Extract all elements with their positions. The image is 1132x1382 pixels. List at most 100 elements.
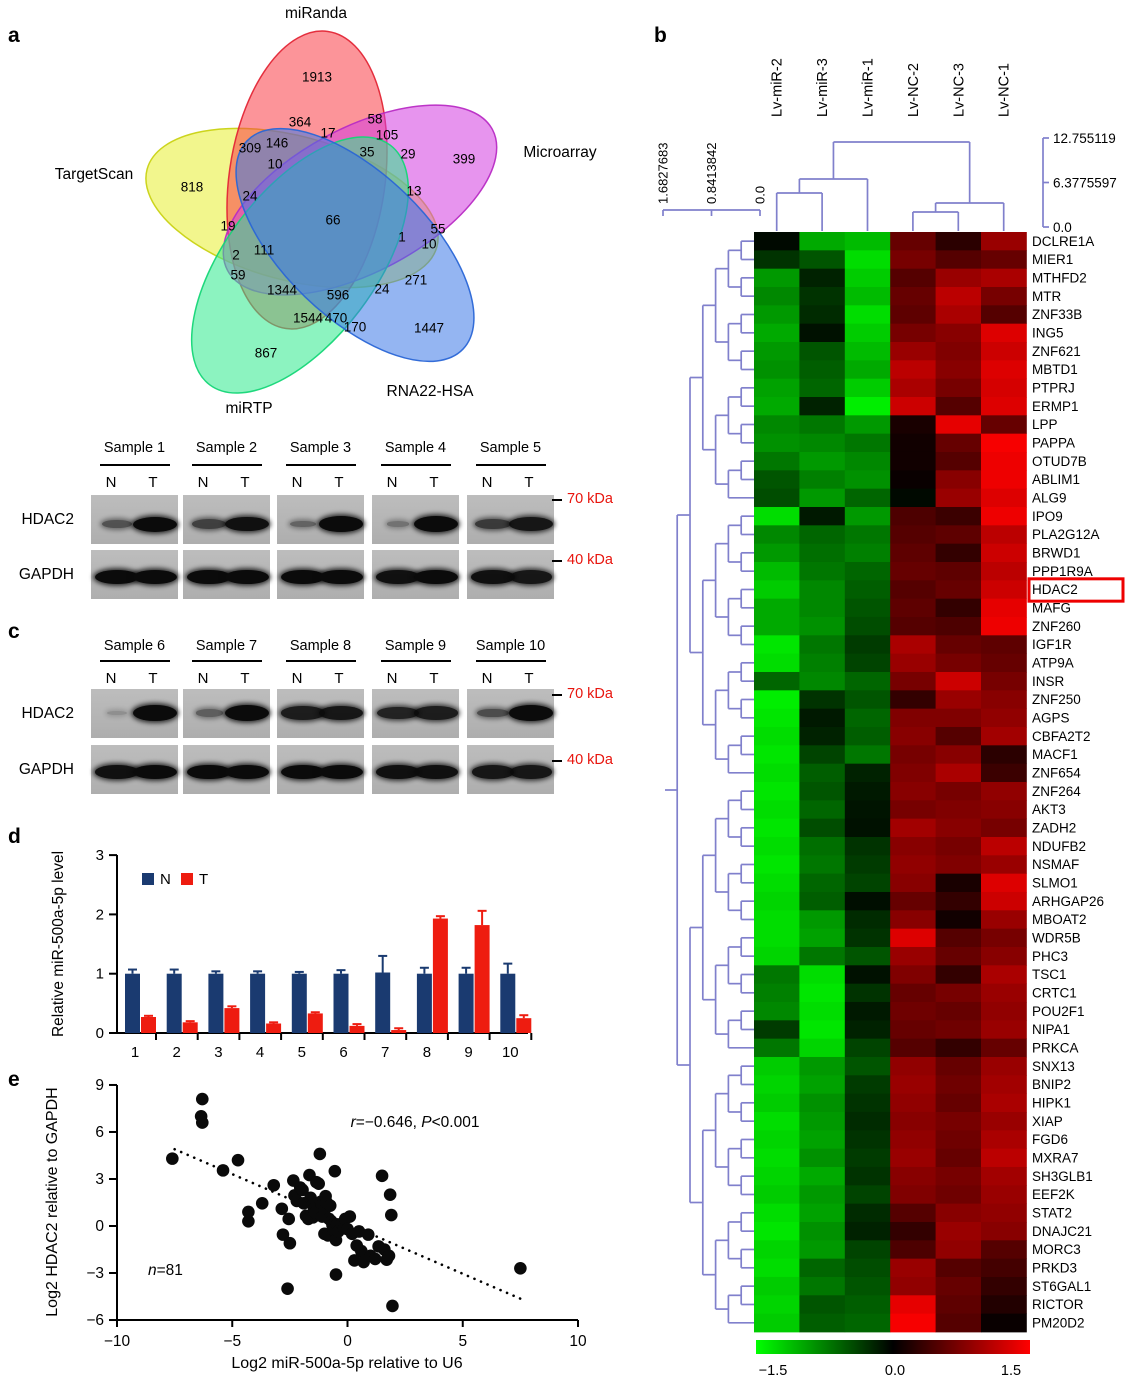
venn-count: 1 xyxy=(398,230,406,245)
heatmap-cell xyxy=(890,1130,936,1150)
scatter-plot-panel-e: −10 −5 0 5 10 −6 −3 0 3 6 9 r=−0.646, P<0.001 n=81 Lo… xyxy=(44,1077,587,1372)
heatmap-cell xyxy=(844,635,891,655)
lane-label-n: N xyxy=(291,474,303,491)
heatmap-cell xyxy=(754,451,800,471)
heatmap-cell xyxy=(799,983,846,1003)
heatmap-cell xyxy=(799,965,846,985)
blot-strip-hdac2 xyxy=(372,495,459,544)
heatmap-cell xyxy=(890,286,936,306)
heatmap-cell xyxy=(981,360,1027,380)
bar-t xyxy=(474,925,490,1033)
venn-count: 2 xyxy=(232,248,240,263)
heatmap-cell xyxy=(799,232,846,251)
blot-band xyxy=(377,706,419,720)
heatmap-cell xyxy=(981,928,1027,948)
lane-label-n: N xyxy=(386,670,398,687)
gene-label-pla2g12a: PLA2G12A xyxy=(1032,527,1100,542)
heatmap-cell xyxy=(844,378,891,398)
venn-count: 58 xyxy=(367,112,382,127)
lane-label-t: T xyxy=(334,474,344,491)
heatmap-cell xyxy=(981,378,1027,398)
n-annotation: n=81 xyxy=(148,1262,183,1279)
heatmap-cell xyxy=(890,305,936,325)
heatmap-cell xyxy=(754,1130,800,1150)
heatmap-cell xyxy=(890,470,936,490)
gene-label-znf621: ZNF621 xyxy=(1032,344,1081,359)
gene-label-dclre1a: DCLRE1A xyxy=(1032,234,1094,249)
heatmap-cell xyxy=(844,745,891,765)
heatmap-cell xyxy=(799,543,846,563)
heatmap-cell xyxy=(799,1111,846,1131)
gene-label-macf1: MACF1 xyxy=(1032,747,1078,762)
heatmap-cell xyxy=(890,1148,936,1168)
heatmap-cell xyxy=(935,341,982,361)
heatmap-cell xyxy=(890,965,936,985)
heatmap-cell xyxy=(981,470,1027,490)
gene-label-mxra7: MXRA7 xyxy=(1032,1150,1079,1165)
venn-count: 596 xyxy=(327,288,350,303)
heatmap-cell xyxy=(890,671,936,691)
heatmap-cell xyxy=(890,1075,936,1095)
heatmap-cell xyxy=(981,286,1027,306)
gene-label-prkca: PRKCA xyxy=(1032,1040,1079,1055)
gene-label-phc3: PHC3 xyxy=(1032,949,1068,964)
row-scale-tick-label: 0.8413842 xyxy=(704,143,719,204)
heatmap-cell xyxy=(754,1185,800,1205)
marker-tick xyxy=(552,560,562,562)
lane-label-n: N xyxy=(291,670,303,687)
gene-label-arhgap26: ARHGAP26 xyxy=(1032,894,1104,909)
sample-underline xyxy=(99,464,170,466)
heatmap-cell xyxy=(799,1130,846,1150)
heatmap-cell xyxy=(754,250,800,270)
heatmap-cell xyxy=(935,616,982,636)
colorbar-tick-label: 0.0 xyxy=(885,1363,905,1379)
heatmap-cell xyxy=(935,1240,982,1260)
gene-label-pm20d2: PM20D2 xyxy=(1032,1315,1085,1330)
heatmap-cell xyxy=(981,635,1027,655)
heatmap-cell xyxy=(799,433,846,453)
blot-band xyxy=(133,516,177,532)
heatmap-cell xyxy=(890,1240,936,1260)
x-tick-label: 6 xyxy=(339,1044,347,1061)
gene-label-snx13: SNX13 xyxy=(1032,1059,1075,1074)
heatmap-cell xyxy=(844,763,891,783)
heatmap-cell xyxy=(981,1295,1027,1315)
heatmap-cell xyxy=(935,543,982,563)
bar-n xyxy=(208,973,224,1033)
sample-underline xyxy=(285,660,356,662)
data-point xyxy=(216,1164,230,1177)
heatmap-cell xyxy=(844,946,891,966)
lane-label-n: N xyxy=(197,474,209,491)
gene-label-znf260: ZNF260 xyxy=(1032,619,1081,634)
lane-label-n: N xyxy=(105,670,117,687)
heatmap-cell xyxy=(844,286,891,306)
blot-strip-hdac2 xyxy=(183,495,270,544)
heatmap-cell xyxy=(844,1056,891,1076)
heatmap-cell xyxy=(754,1020,800,1040)
sample-header: Sample 1 xyxy=(103,440,166,456)
heatmap-cell xyxy=(981,561,1027,581)
heatmap-cell xyxy=(935,1295,982,1315)
heatmap-cell xyxy=(844,891,891,911)
heatmap-colorbar xyxy=(756,1340,1030,1354)
bar-n xyxy=(250,973,266,1033)
gene-label-znf250: ZNF250 xyxy=(1032,692,1081,707)
heatmap-cell xyxy=(799,580,846,600)
heatmap-cell xyxy=(981,1240,1027,1260)
heatmap-cell xyxy=(890,1001,936,1021)
bar-t xyxy=(391,1030,407,1033)
bar-t xyxy=(516,1018,532,1033)
heatmap-cell xyxy=(844,1001,891,1021)
y-tick-label: 9 xyxy=(95,1077,104,1094)
gene-label-brwd1: BRWD1 xyxy=(1032,545,1081,560)
heatmap-cell xyxy=(935,708,982,728)
heatmap-cell xyxy=(890,1258,936,1278)
data-point xyxy=(386,1299,399,1313)
heatmap-cell xyxy=(844,451,891,471)
heatmap-cell xyxy=(754,946,800,966)
x-tick-label: 1 xyxy=(131,1044,139,1061)
gene-label-eef2k: EEF2K xyxy=(1032,1187,1075,1202)
heatmap-cell xyxy=(935,946,982,966)
gene-label-agps: AGPS xyxy=(1032,710,1070,725)
heatmap-cell xyxy=(890,1276,936,1296)
